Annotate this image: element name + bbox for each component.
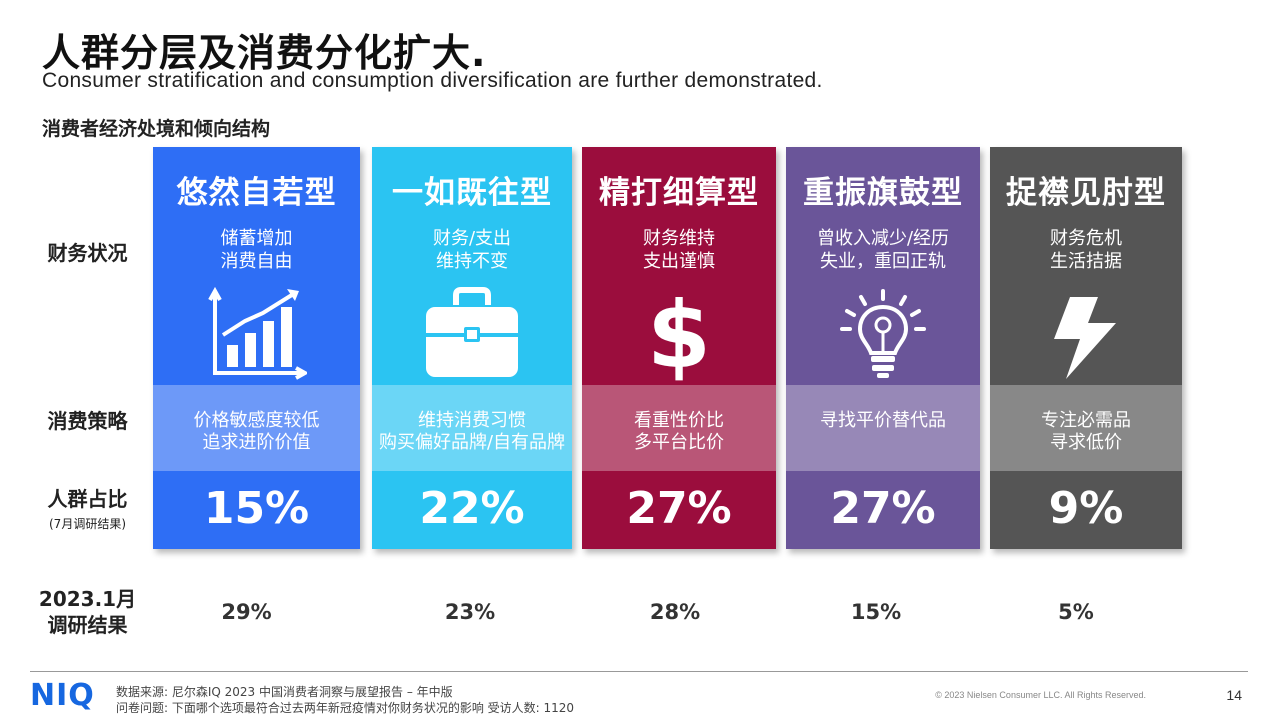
card-name: 精打细算型: [599, 175, 759, 211]
footer-copyright: © 2023 Nielsen Consumer LLC. All Rights …: [935, 690, 1146, 700]
card-share-value: 27%: [626, 483, 732, 534]
card-thrifty: 精打细算型 财务维持 支出谨慎 $ 看重性价比 多平台比价 27%: [582, 147, 776, 549]
card-finance-line1: 财务/支出: [432, 228, 512, 249]
card-finance-line1: 财务维持: [643, 228, 715, 249]
row-label-strategy: 消费策略: [47, 409, 128, 433]
card-finance-line1: 财务危机: [1050, 228, 1122, 249]
prior-value-struggling: 5%: [1058, 600, 1094, 624]
card-strategy-line1: 专注必需品: [1041, 410, 1131, 431]
row-label-prior-line2: 调研结果: [47, 613, 128, 637]
footer-source-line2: 问卷问题: 下面哪个选项最符合过去两年新冠疫情对你财务状况的影响 受访人数: 1…: [116, 701, 575, 715]
card-share-value: 27%: [830, 483, 936, 534]
card-strategy: 维持消费习惯 购买偏好品牌/自有品牌: [372, 410, 572, 454]
card-finance: 财务危机 生活拮据: [990, 227, 1182, 273]
card-share-value: 15%: [203, 483, 310, 534]
card-finance-line2: 生活拮据: [1050, 251, 1122, 272]
card-finance-line2: 维持不变: [436, 251, 508, 272]
lightbulb-icon: [840, 289, 926, 378]
card-strategy-line1: 看重性价比: [634, 410, 724, 431]
card-strategy-line1: 维持消费习惯: [418, 410, 526, 431]
card-finance: 储蓄增加 消费自由: [153, 227, 360, 273]
card-name: 重振旗鼓型: [803, 175, 963, 211]
card-strategy-line2: 寻求低价: [1050, 432, 1122, 453]
card-share-value: 9%: [1048, 483, 1124, 534]
card-leisurely: 悠然自若型 储蓄增加 消费自由 价格敏感度较低 追求进阶价值 15%: [153, 147, 360, 549]
card-finance: 财务/支出 维持不变: [372, 227, 572, 273]
card-finance: 曾收入减少/经历 失业，重回正轨: [786, 227, 980, 273]
briefcase-icon: [426, 287, 518, 377]
card-struggling: 捉襟见肘型 财务危机 生活拮据 专注必需品 寻求低价 9%: [990, 147, 1182, 549]
card-strategy-band: [372, 385, 572, 471]
card-name: 捉襟见肘型: [1006, 175, 1166, 211]
svg-text:$: $: [647, 287, 711, 382]
lightning-icon: [1054, 297, 1116, 379]
row-label-share-sub: (7月调研结果): [49, 517, 126, 531]
footer-divider: [30, 671, 1248, 672]
page-title: 人群分层及消费分化扩大.: [42, 31, 487, 75]
section-title: 消费者经济处境和倾向结构: [42, 118, 271, 140]
card-finance-line1: 储蓄增加: [220, 228, 293, 249]
row-label-share-main: 人群占比: [47, 487, 128, 511]
card-strategy-line2: 追求进阶价值: [202, 432, 311, 453]
row-label-prior: 2023.1月 调研结果: [30, 586, 145, 638]
prior-value-rebound: 15%: [850, 600, 902, 624]
card-strategy-line2: 购买偏好品牌/自有品牌: [378, 432, 566, 453]
card-rebound: 重振旗鼓型 曾收入减少/经历 失业，重回正轨 寻找平价替代品 27%: [786, 147, 980, 549]
card-strategy: 看重性价比 多平台比价: [582, 410, 776, 454]
card-strategy-line2: 多平台比价: [634, 432, 724, 453]
card-finance-line1: 曾收入减少/经历: [816, 228, 950, 249]
footer-source-line1: 数据来源: 尼尔森IQ 2023 中国消费者洞察与展望报告 – 年中版: [116, 685, 453, 699]
card-steady: 一如既往型 财务/支出 维持不变 维持消费习惯 购买偏好品牌/自有品牌 22%: [372, 147, 572, 549]
card-strategy: 价格敏感度较低 追求进阶价值: [153, 410, 360, 454]
card-name: 一如既往型: [392, 175, 552, 211]
prior-value-leisurely: 29%: [221, 600, 272, 624]
card-strategy-band: [786, 385, 980, 471]
card-finance-line2: 失业，重回正轨: [820, 251, 946, 272]
card-finance-line2: 支出谨慎: [643, 251, 715, 272]
footer-source: 数据来源: 尼尔森IQ 2023 中国消费者洞察与展望报告 – 年中版 问卷问题…: [116, 684, 574, 716]
prior-value-steady: 23%: [444, 600, 496, 624]
card-strategy-line1: 寻找平价替代品: [820, 410, 946, 431]
card-strategy-line1: 价格敏感度较低: [193, 410, 320, 431]
row-label-prior-line1: 2023.1月: [38, 587, 137, 611]
card-strategy-band: [153, 385, 360, 471]
card-strategy: 寻找平价替代品: [786, 410, 980, 432]
row-label-share: 人群占比 (7月调研结果): [30, 486, 145, 532]
growth-chart-icon: [207, 287, 307, 380]
card-strategy-band: [582, 385, 776, 471]
page-subtitle: Consumer stratification and consumption …: [42, 69, 823, 92]
card-strategy-band: [990, 385, 1182, 471]
card-name: 悠然自若型: [176, 175, 337, 211]
niq-logo: NIQ: [30, 678, 95, 713]
dollar-icon: $: [647, 287, 711, 382]
card-strategy: 专注必需品 寻求低价: [990, 410, 1182, 454]
card-share-value: 22%: [419, 483, 525, 534]
card-finance-line2: 消费自由: [220, 251, 293, 272]
row-label-finance: 财务状况: [47, 241, 128, 265]
card-finance: 财务维持 支出谨慎: [582, 227, 776, 273]
page-number: 14: [1226, 687, 1242, 703]
prior-value-thrifty: 28%: [649, 600, 701, 624]
